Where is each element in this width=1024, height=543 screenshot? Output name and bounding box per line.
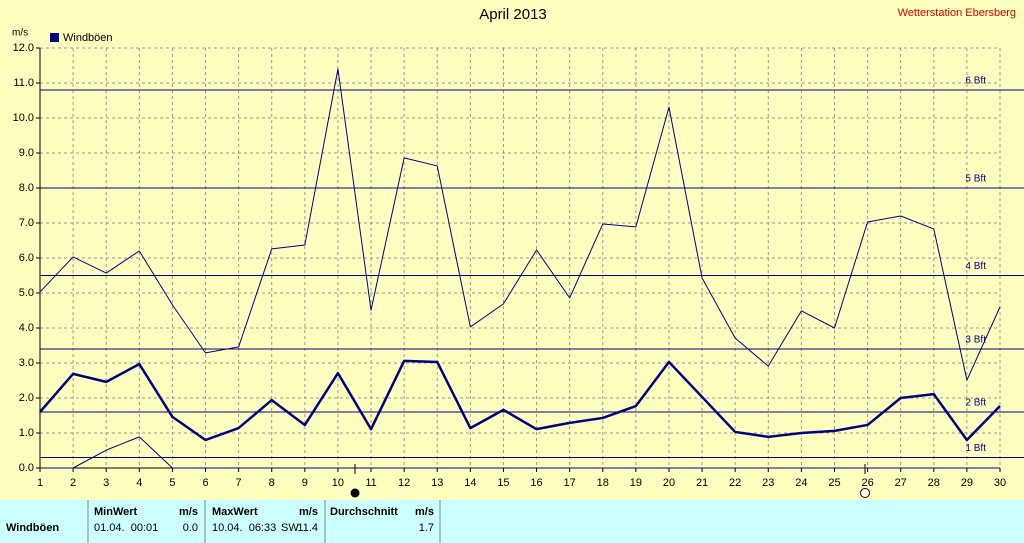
legend-label: Windböen	[63, 32, 113, 44]
beaufort-label: 1 Bft	[965, 443, 986, 454]
x-tick-label: 30	[994, 477, 1006, 489]
x-tick-label: 29	[961, 477, 973, 489]
data-line	[39, 359, 1001, 442]
summary-table: MinWert m/s MaxWert m/s Durchschnitt m/s…	[6, 500, 441, 543]
min-value: 0.0	[183, 522, 198, 534]
max-time: 10.04. 06:33	[212, 522, 276, 534]
legend-swatch	[50, 33, 59, 42]
column-title: MinWert	[94, 506, 138, 518]
x-tick-label: 9	[302, 477, 308, 489]
data-line	[39, 68, 1001, 381]
y-tick-label: 5.0	[19, 287, 34, 299]
new-moon-icon	[350, 488, 360, 498]
x-tick-label: 15	[497, 477, 509, 489]
x-tick-label: 24	[795, 477, 807, 489]
column-title: Durchschnitt	[330, 506, 398, 518]
full-moon-icon	[860, 488, 870, 498]
x-tick-label: 4	[136, 477, 142, 489]
column-unit: m/s	[179, 506, 198, 518]
x-tick-label: 21	[696, 477, 708, 489]
x-tick-label: 28	[928, 477, 940, 489]
x-tick-label: 17	[564, 477, 576, 489]
x-tick-label: 6	[202, 477, 208, 489]
x-tick-label: 5	[169, 477, 175, 489]
x-tick-label: 18	[597, 477, 609, 489]
y-tick-label: 12.0	[13, 42, 34, 54]
y-tick-label: 7.0	[19, 217, 34, 229]
x-tick-label: 22	[729, 477, 741, 489]
beaufort-label: 5 Bft	[965, 174, 986, 185]
column-title: MaxWert	[212, 506, 258, 518]
column-unit: m/s	[299, 506, 318, 518]
background	[0, 0, 1024, 500]
beaufort-label: 4 Bft	[965, 261, 986, 272]
chart-title: April 2013	[479, 6, 547, 23]
data-line	[40, 436, 1000, 469]
x-tick-label: 12	[398, 477, 410, 489]
x-tick-label: 20	[663, 477, 675, 489]
x-tick-label: 11	[365, 477, 376, 489]
min-time: 01.04. 00:01	[94, 522, 158, 534]
y-tick-label: 10.0	[13, 112, 34, 124]
y-tick-label: 11.0	[13, 77, 34, 89]
max-direction: SW	[281, 522, 299, 534]
y-tick-label: 2.0	[19, 392, 34, 404]
y-tick-label: 1.0	[19, 427, 34, 439]
y-tick-label: 0.0	[19, 462, 34, 474]
x-tick-label: 14	[464, 477, 476, 489]
table-background	[0, 500, 1024, 543]
max-value: 11.4	[297, 522, 318, 534]
y-tick-label: 8.0	[19, 182, 34, 194]
x-tick-label: 7	[236, 477, 242, 489]
x-tick-label: 1	[37, 477, 43, 489]
row-label: Windböen	[6, 522, 59, 534]
x-tick-label: 19	[630, 477, 642, 489]
x-tick-label: 23	[762, 477, 774, 489]
x-tick-label: 3	[103, 477, 109, 489]
x-tick-label: 16	[530, 477, 542, 489]
station-name: Wetterstation Ebersberg	[898, 7, 1016, 19]
column-unit: m/s	[415, 506, 434, 518]
y-axis-label: m/s	[12, 28, 28, 39]
beaufort-label: 3 Bft	[965, 335, 986, 346]
x-tick-label: 10	[332, 477, 344, 489]
y-tick-label: 3.0	[19, 357, 34, 369]
beaufort-label: 2 Bft	[965, 398, 986, 409]
x-tick-label: 2	[70, 477, 76, 489]
x-tick-label: 27	[895, 477, 907, 489]
x-tick-label: 13	[431, 477, 443, 489]
x-tick-label: 25	[828, 477, 840, 489]
y-tick-label: 6.0	[19, 252, 34, 264]
avg-value: 1.7	[419, 522, 434, 534]
x-tick-label: 26	[861, 477, 873, 489]
beaufort-label: 6 Bft	[965, 76, 986, 87]
y-tick-label: 4.0	[19, 322, 34, 334]
y-tick-label: 9.0	[19, 147, 34, 159]
x-tick-label: 8	[269, 477, 275, 489]
